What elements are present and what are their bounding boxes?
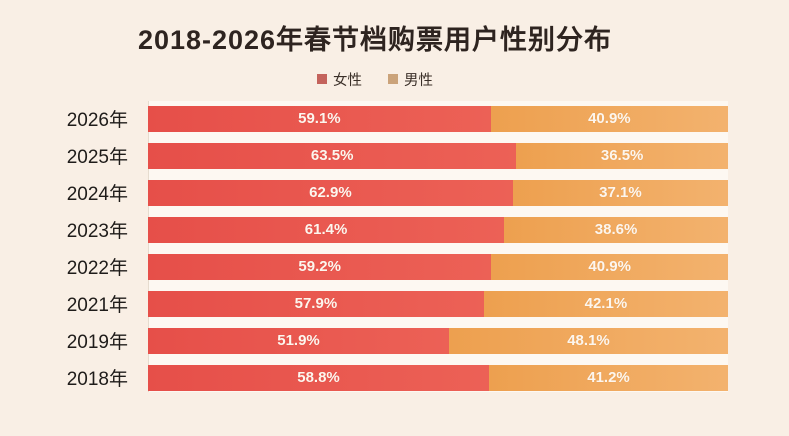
female-percentage-label: 51.9% (277, 332, 320, 350)
female-bar-segment: 51.9% (148, 327, 450, 354)
female-bar-segment: 61.4% (148, 216, 505, 243)
female-bar-segment: 58.8% (148, 364, 490, 391)
year-label: 2022年 (66, 258, 128, 280)
year-label: 2018年 (66, 369, 128, 391)
year-label: 2023年 (66, 221, 128, 243)
male-swatch-icon (388, 74, 398, 85)
male-bar-segment: 36.5% (516, 142, 728, 169)
chart-row: 2024年 62.9% 37.1% (22, 179, 728, 206)
female-bar-segment: 59.1% (148, 105, 491, 132)
bar-track: 58.8% 41.2% (148, 364, 728, 391)
female-bar-segment: 59.2% (148, 253, 492, 280)
year-label: 2024年 (66, 184, 128, 206)
chart-row: 2026年 59.1% 40.9% (22, 105, 728, 132)
male-percentage-label: 40.9% (588, 258, 631, 276)
female-percentage-label: 63.5% (310, 147, 354, 165)
bar-track: 59.2% 40.9% (148, 253, 728, 280)
male-bar-segment: 37.1% (512, 179, 728, 206)
female-percentage-label: 58.8% (297, 369, 340, 387)
bar-track: 61.4% 38.6% (148, 216, 728, 243)
female-percentage-label: 61.4% (304, 221, 348, 239)
female-percentage-label: 59.2% (298, 258, 341, 276)
bar-track: 51.9% 48.1% (148, 327, 728, 354)
female-percentage-label: 62.9% (309, 184, 352, 202)
chart-row: 2023年 61.4% 38.6% (22, 216, 728, 243)
male-percentage-label: 48.1% (567, 332, 610, 350)
male-percentage-label: 38.6% (594, 221, 638, 239)
legend: 女性 男性 (22, 69, 728, 90)
chart-row: 2022年 59.2% 40.9% (22, 253, 728, 280)
legend-item-male: 男性 (388, 69, 433, 90)
year-label: 2021年 (66, 295, 128, 317)
year-label: 2025年 (66, 147, 128, 169)
year-label: 2026年 (66, 110, 128, 132)
bar-track: 62.9% 37.1% (148, 179, 728, 206)
female-bar-segment: 57.9% (148, 290, 484, 317)
male-bar-segment: 42.1% (483, 290, 728, 317)
year-label: 2019年 (66, 332, 128, 354)
bar-track: 59.1% 40.9% (148, 105, 728, 132)
male-bar-segment: 48.1% (449, 327, 728, 354)
chart-row: 2018年 58.8% 41.2% (22, 364, 728, 391)
female-percentage-label: 59.1% (298, 110, 341, 128)
male-percentage-label: 37.1% (599, 184, 642, 202)
male-percentage-label: 41.2% (587, 369, 630, 387)
male-bar-segment: 41.2% (489, 364, 728, 391)
male-percentage-label: 36.5% (600, 147, 644, 165)
male-bar-segment: 40.9% (490, 105, 728, 132)
legend-item-female: 女性 (317, 69, 362, 90)
chart-row: 2019年 51.9% 48.1% (22, 327, 728, 354)
female-percentage-label: 57.9% (294, 295, 338, 313)
chart-row: 2025年 63.5% 36.5% (22, 142, 728, 169)
chart-title: 2018-2026年春节档购票用户性别分布 (137, 25, 613, 55)
chart-row: 2021年 57.9% 42.1% (22, 290, 728, 317)
bar-track: 63.5% 36.5% (148, 142, 728, 169)
bar-chart: 2026年 59.1% 40.9% 2025年 63.5% 36.5% 2024… (22, 100, 728, 392)
female-swatch-icon (317, 74, 327, 85)
male-bar-segment: 38.6% (504, 216, 728, 243)
male-bar-segment: 40.9% (491, 253, 728, 280)
legend-label-male: 男性 (404, 72, 433, 89)
male-percentage-label: 42.1% (584, 295, 628, 313)
female-bar-segment: 63.5% (148, 142, 517, 169)
bar-track: 57.9% 42.1% (148, 290, 728, 317)
male-percentage-label: 40.9% (588, 110, 631, 128)
female-bar-segment: 62.9% (148, 179, 513, 206)
legend-label-female: 女性 (333, 72, 362, 89)
